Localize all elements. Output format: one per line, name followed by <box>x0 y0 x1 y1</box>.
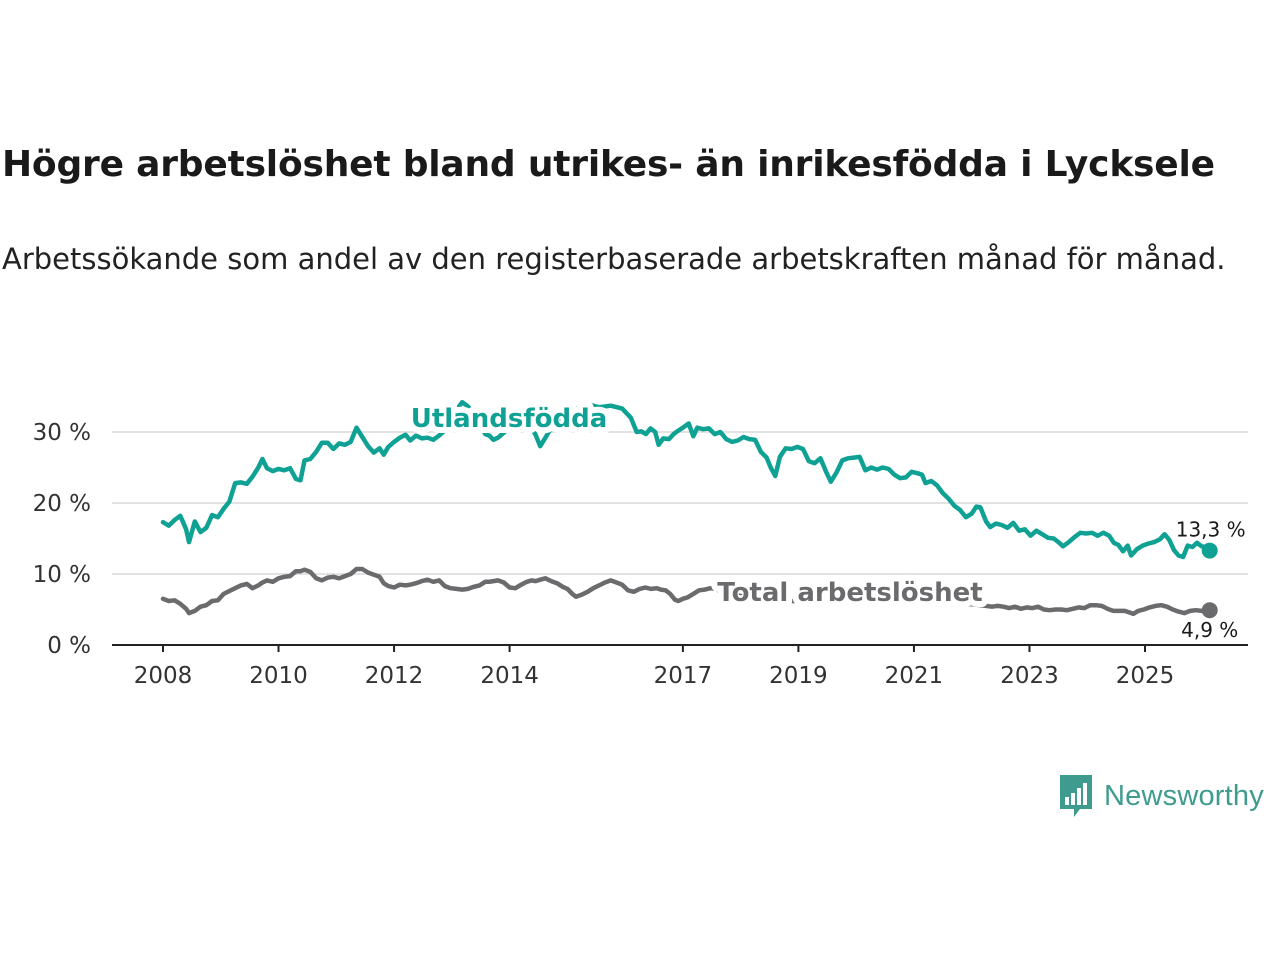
series-label-utlandsfodda-halo: Utlandsfödda <box>411 404 608 434</box>
y-tick-label: 10 % <box>33 562 91 588</box>
brand-logo: Newsworthy <box>1058 772 1264 820</box>
series-label-utlandsfodda: Utlandsfödda <box>411 404 608 434</box>
series-label-total: Total arbetslöshet <box>717 578 982 608</box>
x-tick-label: 2008 <box>134 663 193 689</box>
x-tick-label: 2019 <box>769 663 828 689</box>
series-line-utlandsfodda <box>160 399 1212 560</box>
chart-subtitle: Arbetssökande som andel av den registerb… <box>2 242 1226 276</box>
x-tick-label: 2014 <box>480 663 539 689</box>
x-axis: 2008 2010 2012 2014 2017 2019 2021 2023 2025 <box>112 644 1248 689</box>
x-tick-label: 2023 <box>1000 663 1059 689</box>
end-marker-utlandsfodda <box>1201 542 1218 559</box>
series-group <box>160 399 1218 619</box>
x-tick-label: 2021 <box>885 663 944 689</box>
x-tick-label: 2012 <box>365 663 424 689</box>
series-labels: 13,3 %4,9 %UtlandsföddaUtlandsföddaTotal… <box>405 398 1246 642</box>
end-marker-total <box>1201 602 1218 619</box>
series-line-total <box>160 566 1212 617</box>
newsworthy-logo-icon <box>1060 775 1092 817</box>
chart-title: Högre arbetslöshet bland utrikes- än inr… <box>2 144 1215 185</box>
y-tick-label: 0 % <box>47 633 91 659</box>
end-value-label-utlandsfodda: 13,3 % <box>1176 518 1246 542</box>
end-value-label-total: 4,9 % <box>1181 618 1238 642</box>
y-tick-label: 20 % <box>33 491 91 517</box>
line-chart: 0 % 10 % 20 % 30 % 2008 2010 2012 2014 2017 2019… <box>33 398 1248 689</box>
x-tick-label: 2025 <box>1116 663 1175 689</box>
brand-name: Newsworthy <box>1104 779 1264 812</box>
x-tick-label: 2010 <box>249 663 308 689</box>
series-label-total-halo: Total arbetslöshet <box>717 578 982 608</box>
x-tick-label: 2017 <box>654 663 713 689</box>
gridlines <box>112 431 1248 575</box>
y-axis: 0 % 10 % 20 % 30 % <box>33 420 91 659</box>
y-tick-label: 30 % <box>33 420 91 446</box>
